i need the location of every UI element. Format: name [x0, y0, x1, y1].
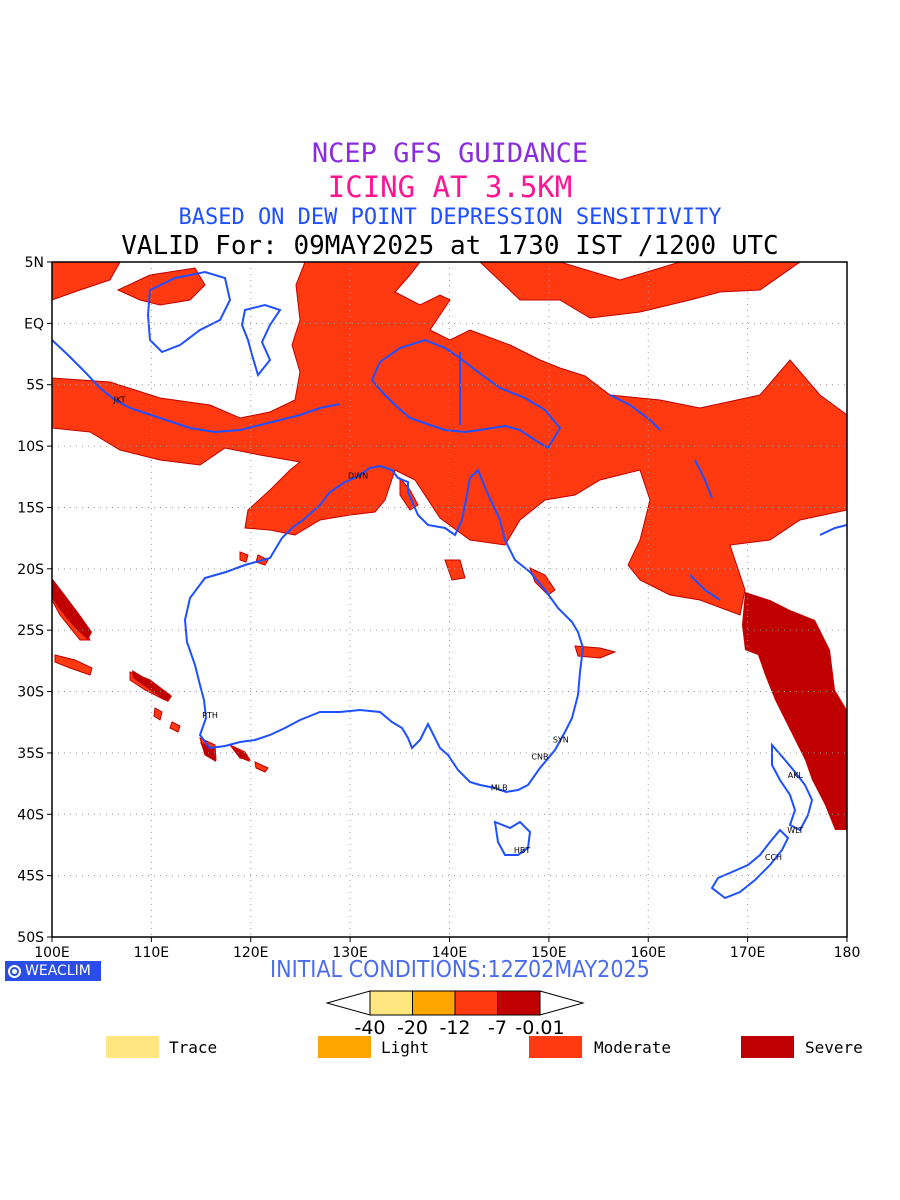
new-zealand-south: [710, 828, 790, 900]
colorbar-box: [454, 990, 498, 1016]
legend-label-severe: Severe: [805, 1037, 863, 1057]
legend-label-moderate: Moderate: [594, 1037, 672, 1057]
legend-swatch-light: [318, 1036, 371, 1058]
lon-label: 150E: [531, 945, 567, 961]
station-label-jkt: JKT: [113, 395, 126, 404]
lat-label: 35S: [17, 746, 44, 762]
station-label-syn: SYN: [553, 735, 569, 744]
lat-label: 45S: [17, 869, 44, 885]
grid-lines: [52, 262, 847, 937]
lon-label: 100E: [34, 945, 70, 961]
lon-label: 130E: [332, 945, 368, 961]
longitude-labels: 100E 110E 120E 130E 140E 150E 160E 170E 180: [34, 937, 860, 961]
borneo-coast: [146, 270, 232, 354]
colorbar-tick-label: -12: [439, 1017, 470, 1039]
legend-swatch-severe: [741, 1036, 794, 1058]
station-labels: JKT DWN PTH SYN CNB MLB HBT AKL WLT CCH: [113, 395, 804, 862]
new-guinea-coast: [370, 338, 562, 450]
colorbar-tick-label: -40: [354, 1017, 385, 1039]
colorbar-ticks: -40 -20 -12 -7 -0.01: [354, 1017, 564, 1039]
severe-icing-areas: [52, 578, 847, 830]
valid-time: VALID For: 09MAY2025 at 1730 IST /1200 U…: [121, 231, 779, 261]
latitude-labels: 5N EQ 5S 10S 15S 20S 25S 30S 35S 40S 45S 50S: [17, 255, 52, 946]
station-label-cch: CCH: [765, 853, 782, 862]
legend-label-light: Light: [381, 1037, 430, 1057]
station-label-mlb: MLB: [491, 783, 508, 792]
legend-item-trace: Trace: [106, 1036, 217, 1058]
lon-label: 110E: [134, 945, 170, 961]
station-label-cnb: CNB: [531, 753, 548, 762]
tasmania-coast: [493, 820, 532, 856]
new-zealand-north: [771, 742, 814, 832]
lon-label: 170E: [730, 945, 766, 961]
legend-swatch-moderate: [529, 1036, 582, 1058]
legend-item-severe: Severe: [741, 1036, 863, 1058]
vanuatu-coast: [694, 459, 713, 499]
sulawesi-coast: [240, 303, 282, 378]
lat-label: EQ: [24, 316, 44, 332]
lat-label: 5N: [25, 255, 44, 271]
lon-label: 180: [834, 945, 861, 961]
station-label-dwn: DWN: [348, 472, 368, 481]
fiji-coast: [819, 524, 847, 536]
initial-conditions: INITIAL CONDITIONS:12Z02MAY2025: [270, 957, 650, 983]
new-caledonia-coast: [689, 574, 721, 601]
colorbar: -40 -20 -12 -7 -0.01: [325, 990, 585, 1039]
lat-label: 30S: [17, 685, 44, 701]
title-line-2: ICING AT 3.5KM: [327, 170, 573, 204]
lon-label: 120E: [233, 945, 269, 961]
colorbar-right-arrow: [539, 990, 585, 1016]
weaclim-logo-icon: [8, 964, 21, 978]
station-label-wlt: WLT: [787, 826, 803, 835]
lat-label: 5S: [26, 378, 44, 394]
station-label-pth: PTH: [202, 711, 218, 720]
weaclim-logo: WEACLIM: [5, 961, 101, 981]
sumatra-java-coast: [52, 339, 341, 434]
lat-label: 25S: [17, 623, 44, 639]
colorbar-box: [369, 990, 413, 1016]
station-label-hbt: HBT: [514, 846, 531, 855]
colorbar-tick-label: -20: [397, 1017, 428, 1039]
colorbar-left-arrow: [325, 990, 371, 1016]
coastlines: [52, 270, 847, 900]
legend-item-moderate: Moderate: [529, 1036, 671, 1058]
lat-label: 10S: [17, 439, 44, 455]
lat-label: 20S: [17, 562, 44, 578]
solomon-islands-coast: [609, 394, 661, 431]
colorbar-tick-label: -7: [488, 1017, 507, 1039]
colorbar-tick-label: -0.01: [515, 1017, 564, 1039]
legend-item-light: Light: [318, 1036, 429, 1058]
title-line-1: NCEP GFS GUIDANCE: [311, 138, 589, 169]
title-line-3: BASED ON DEW POINT DEPRESSION SENSITIVIT…: [178, 205, 722, 230]
colorbar-box: [412, 990, 456, 1016]
legend-swatch-trace: [106, 1036, 159, 1058]
australia-coast: [183, 464, 585, 794]
lon-label: 140E: [432, 945, 468, 961]
lon-label: 160E: [630, 945, 666, 961]
lat-label: 50S: [17, 930, 44, 946]
legend-label-trace: Trace: [169, 1037, 218, 1057]
lat-label: 15S: [17, 500, 44, 516]
icing-map: 5N EQ 5S 10S 15S 20S 25S 30S 35S 40S 45S 50S 100E 11…: [17, 255, 860, 961]
brand-label: WEACLIM: [25, 963, 91, 979]
lat-label: 40S: [17, 807, 44, 823]
colorbar-boxes: [369, 990, 541, 1016]
colorbar-box: [497, 990, 541, 1016]
station-label-akl: AKL: [788, 771, 804, 780]
icing-fields: [52, 262, 847, 830]
